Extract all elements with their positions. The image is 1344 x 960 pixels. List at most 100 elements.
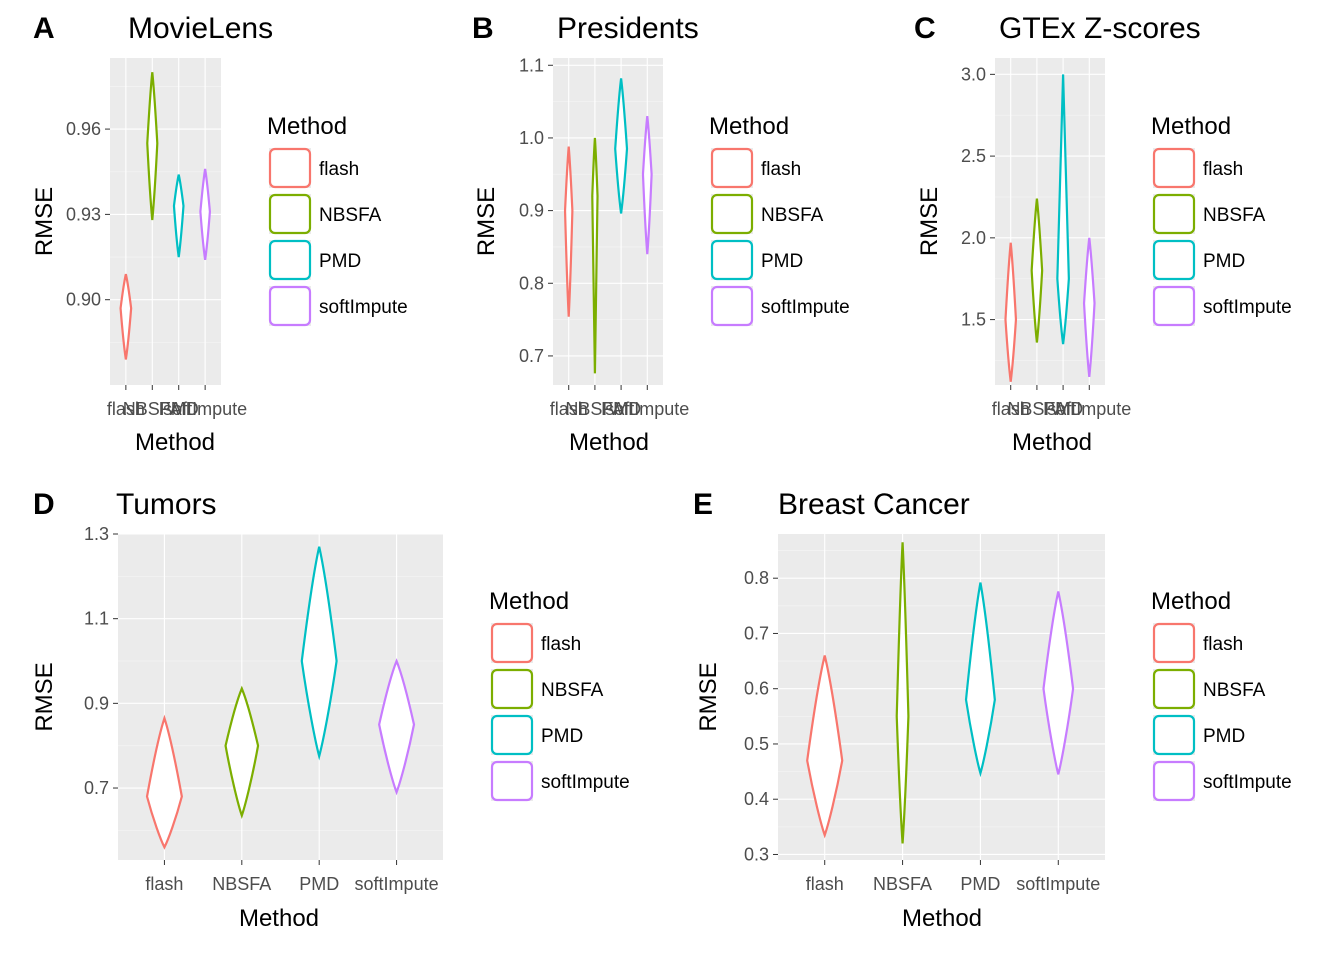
x-tick-label-pmd: PMD [299,874,339,894]
x-axis-title: Method [239,905,319,932]
violin-softimpute [378,658,416,796]
y-tick-label: 0.7 [84,778,109,798]
y-tick-label: 0.93 [66,204,101,224]
legend-key-pmd [710,239,754,281]
legend: Method flash NBSFA PMD softImpute [489,588,630,802]
legend-key-pmd [1152,239,1196,281]
violin-softimpute [1042,591,1075,775]
y-axis-title: RMSE [31,187,58,256]
violin-nbsfa [146,72,159,221]
legend-label-softimpute: softImpute [761,297,850,318]
legend-label-nbsfa: NBSFA [1203,680,1266,701]
violin-flash [145,714,183,850]
panel-label: B [472,12,494,45]
y-tick-label: 0.90 [66,290,101,310]
legend-label-nbsfa: NBSFA [319,205,382,226]
y-axis-title: RMSE [473,187,500,256]
violin-pmd [300,546,338,761]
violin-pmd [172,174,185,258]
y-tick-label: 0.96 [66,119,101,139]
x-tick-label-nbsfa: NBSFA [873,874,932,894]
legend-label-nbsfa: NBSFA [541,680,604,701]
x-tick-label-softimpute: softImpute [1047,399,1131,419]
legend-key-softimpute [268,285,312,327]
y-tick-label: 0.8 [519,273,544,293]
x-tick-label-flash: flash [107,399,145,419]
x-axis-title: Method [1012,429,1092,456]
x-tick-label-pmd: PMD [960,874,1000,894]
violin-nbsfa [1030,198,1044,343]
x-tick-label-nbsfa: NBSFA [565,399,624,419]
x-tick-label-softimpute: softImpute [1016,874,1100,894]
legend-key-pmd [490,714,534,756]
legend-label-softimpute: softImpute [1203,297,1292,318]
violin-pmd [964,582,996,778]
legend-label-softimpute: softImpute [319,297,408,318]
legend-key-nbsfa [1152,193,1196,235]
legend-label-nbsfa: NBSFA [1203,205,1266,226]
legend-key-flash [710,147,754,189]
legend: Method flash NBSFA PMD softImpute [267,113,408,327]
y-tick-label: 2.0 [961,228,986,248]
legend-title: Method [1151,588,1231,615]
legend-label-flash: flash [1203,159,1243,180]
legend-key-flash [490,622,534,664]
x-axis-title: Method [569,429,649,456]
y-tick-label: 0.4 [744,789,769,809]
panel-label: C [914,12,936,45]
legend-key-flash [268,147,312,189]
x-tick-label-pmd: PMD [1043,399,1083,419]
x-tick-label-flash: flash [550,399,588,419]
panel-label: E [693,488,713,521]
panel-title: Presidents [557,12,699,45]
y-tick-label: 0.8 [744,568,769,588]
panel-title: Tumors [116,488,217,521]
violin-flash [119,273,133,360]
legend-label-pmd: PMD [1203,251,1245,272]
legend-label-pmd: PMD [319,251,361,272]
panel-title: Breast Cancer [778,488,970,521]
y-tick-label: 1.1 [519,55,544,75]
y-tick-label: 1.3 [84,524,109,544]
x-tick-label-flash: flash [806,874,844,894]
y-tick-label: 0.9 [84,693,109,713]
x-tick-label-softimpute: softImpute [163,399,247,419]
violin-softimpute [641,116,653,255]
x-tick-label-nbsfa: NBSFA [123,399,182,419]
y-tick-label: 0.7 [519,346,544,366]
x-tick-label-nbsfa: NBSFA [212,874,271,894]
legend: Method flash NBSFA PMD softImpute [1151,588,1292,802]
x-tick-label-pmd: PMD [601,399,641,419]
legend-label-pmd: PMD [541,726,583,747]
x-axis-title: Method [135,429,215,456]
legend: Method flash NBSFA PMD softImpute [1151,113,1292,327]
y-tick-label: 1.1 [84,609,109,629]
legend-label-pmd: PMD [1203,726,1245,747]
y-tick-label: 1.0 [519,128,544,148]
x-axis-title: Method [902,905,982,932]
legend-key-pmd [268,239,312,281]
panel-title: GTEx Z-scores [999,12,1201,45]
legend-key-softimpute [1152,760,1196,802]
x-tick-label-pmd: PMD [159,399,199,419]
legend-key-flash [1152,622,1196,664]
x-tick-label-softimpute: softImpute [355,874,439,894]
panel-d: 0.7 0.9 1.1 1.3 flash NBSFA PMD softImpute D Tumo… [31,488,630,932]
violin-pmd [1056,74,1070,345]
legend-title: Method [1151,113,1231,140]
y-tick-label: 1.5 [961,310,986,330]
legend-key-nbsfa [268,193,312,235]
legend-key-nbsfa [710,193,754,235]
y-axis-title: RMSE [916,187,943,256]
legend-key-softimpute [490,760,534,802]
violin-nbsfa [591,137,599,374]
violin-flash [1004,242,1018,382]
legend-label-flash: flash [1203,634,1243,655]
panel-label: A [33,12,55,45]
violin-softimpute [1082,237,1096,377]
legend-key-softimpute [710,285,754,327]
